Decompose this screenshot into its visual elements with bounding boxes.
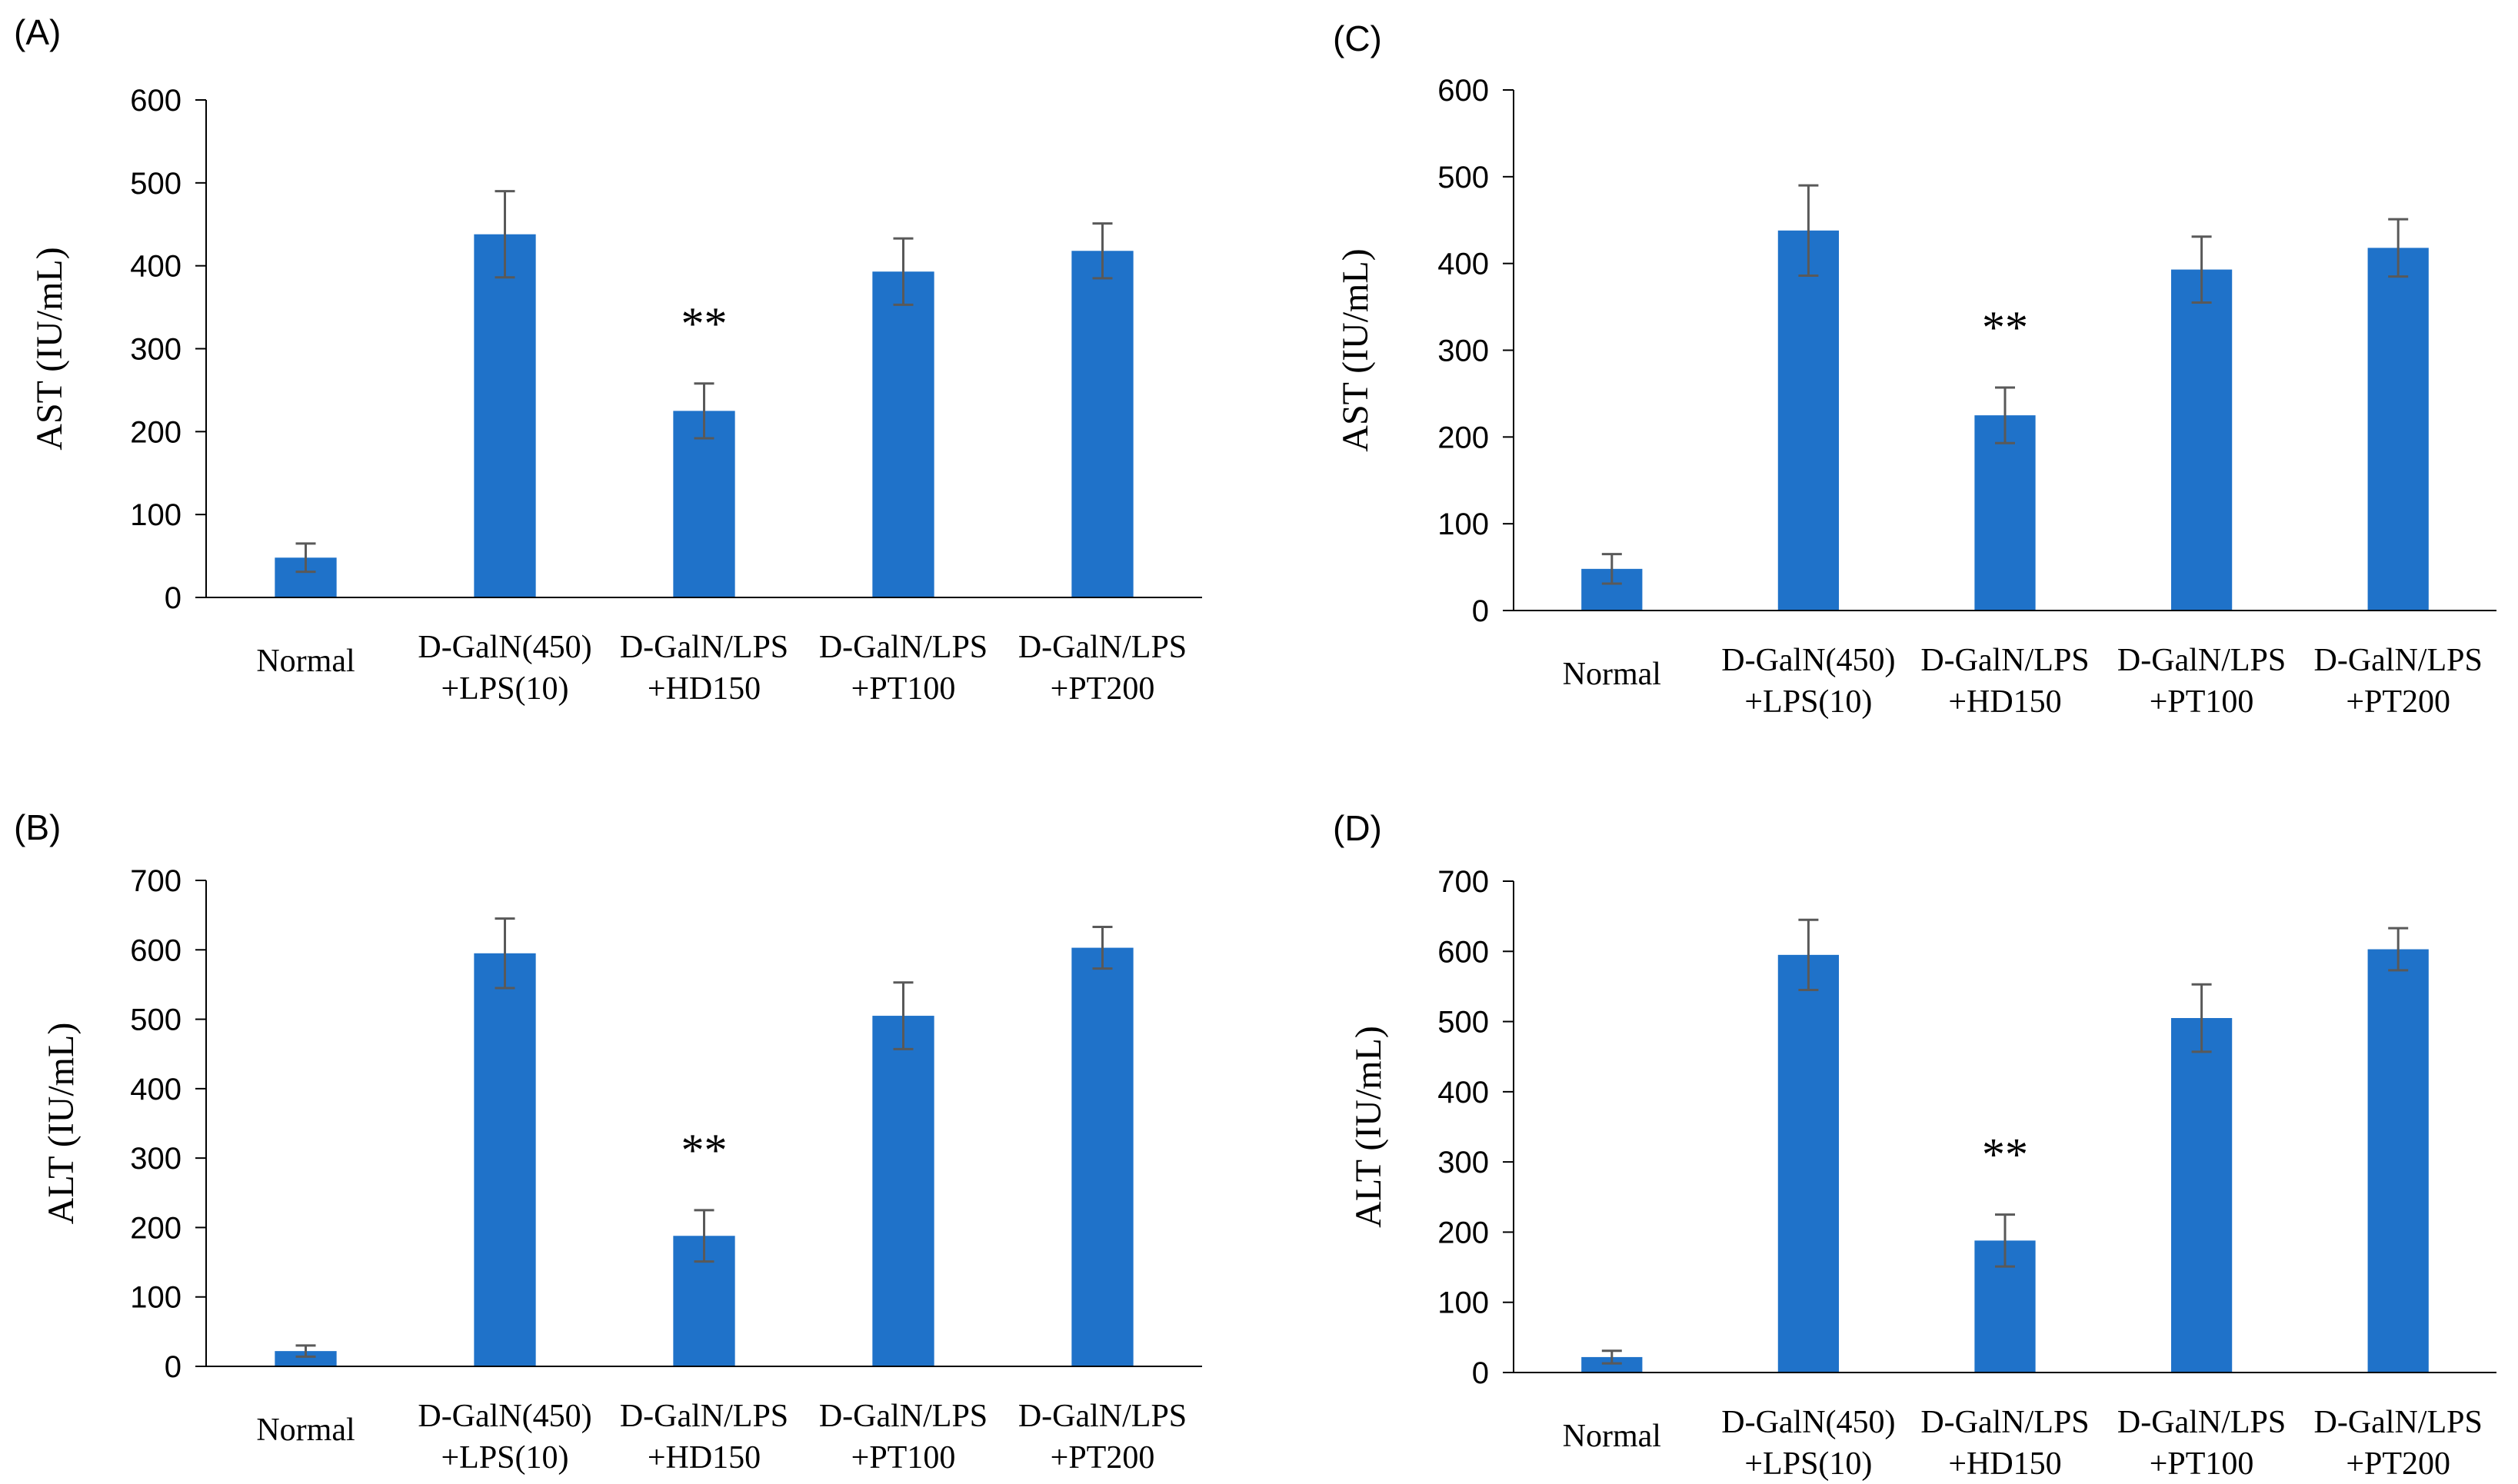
significance-marker: **	[681, 1125, 728, 1176]
x-tick-label: +PT200	[1051, 1440, 1155, 1476]
y-tick-label: 100	[130, 498, 182, 532]
x-tick-label: D-GalN/LPS	[1018, 630, 1187, 665]
y-tick-label: 600	[1437, 74, 1489, 108]
x-tick-label: +LPS(10)	[1744, 1446, 1872, 1482]
x-tick-label: Normal	[256, 644, 355, 679]
y-axis-title: AST (IU/mL)	[29, 247, 70, 450]
x-tick-label: Normal	[1563, 657, 1661, 692]
x-tick-label: +HD150	[648, 1440, 761, 1476]
bar	[1581, 1356, 1643, 1373]
x-tick-label: D-GalN(450)	[418, 1399, 591, 1434]
bar	[872, 1016, 934, 1366]
x-tick-label: D-GalN(450)	[418, 630, 591, 665]
bar	[1071, 251, 1134, 597]
y-tick-label: 600	[130, 933, 182, 967]
y-tick-label: 100	[1437, 507, 1489, 541]
y-tick-label: 200	[130, 415, 182, 449]
y-tick-label: 100	[1437, 1286, 1489, 1320]
y-tick-label: 300	[1437, 1146, 1489, 1180]
y-tick-label: 200	[1437, 1216, 1489, 1249]
y-tick-label: 200	[130, 1211, 182, 1245]
x-tick-label: +PT100	[2150, 684, 2254, 720]
bar	[2367, 248, 2429, 611]
x-tick-label: D-GalN/LPS	[1018, 1399, 1187, 1434]
x-tick-label: D-GalN(450)	[1721, 643, 1895, 678]
y-tick-label: 600	[130, 84, 182, 118]
y-axis-title: ALT (IU/mL)	[41, 1023, 82, 1225]
x-tick-label: D-GalN/LPS	[620, 630, 788, 665]
x-tick-label: D-GalN/LPS	[2117, 1405, 2286, 1440]
bar	[275, 1351, 337, 1366]
panel-a: (A) AST (IU/mL) 0 100 200 300 400 500 600 Normal D…	[14, 12, 1202, 707]
bar	[474, 953, 536, 1366]
x-tick-label: D-GalN/LPS	[1920, 643, 2089, 678]
bar	[474, 234, 536, 597]
x-tick-label: +HD150	[1948, 1446, 2061, 1482]
y-tick-label: 500	[1437, 1006, 1489, 1040]
panel-label: (C)	[1333, 18, 1382, 58]
y-tick-label: 300	[130, 333, 182, 367]
y-axis-title: ALT (IU/mL)	[1348, 1026, 1389, 1228]
bar	[1777, 230, 1840, 611]
bar	[2170, 269, 2233, 611]
y-tick-label: 300	[1437, 334, 1489, 368]
y-tick-label: 500	[130, 1003, 182, 1037]
y-tick-label: 0	[1472, 1356, 1489, 1390]
x-tick-label: +LPS(10)	[441, 671, 568, 707]
y-axis-title: AST (IU/mL)	[1335, 248, 1376, 451]
significance-marker: **	[1982, 1130, 2028, 1180]
x-tick-label: D-GalN/LPS	[819, 630, 988, 665]
x-tick-label: +HD150	[1948, 684, 2061, 720]
x-tick-label: +PT100	[851, 1440, 956, 1476]
bar	[673, 411, 735, 597]
x-tick-label: +PT200	[2346, 684, 2450, 720]
x-tick-label: D-GalN/LPS	[819, 1399, 988, 1434]
y-tick-label: 700	[130, 864, 182, 898]
bar	[872, 271, 934, 597]
panel-label: (B)	[14, 807, 61, 847]
bar	[1777, 954, 1840, 1373]
y-tick-label: 200	[1437, 421, 1489, 454]
bar	[2170, 1018, 2233, 1373]
y-tick-label: 400	[1437, 248, 1489, 281]
significance-marker: **	[1982, 302, 2028, 353]
x-tick-label: D-GalN/LPS	[1920, 1405, 2089, 1440]
panel-d: (D) ALT (IU/mL) 0 100 200 300 400 500 600 700 Norm…	[1333, 808, 2496, 1482]
x-tick-label: +LPS(10)	[441, 1440, 568, 1476]
y-tick-label: 500	[130, 167, 182, 201]
x-tick-label: D-GalN/LPS	[620, 1399, 788, 1434]
panel-c: (C) AST (IU/mL) 0 100 200 300 400 500 600 Normal D…	[1333, 18, 2496, 720]
bar	[2367, 949, 2429, 1373]
y-tick-label: 400	[1437, 1076, 1489, 1110]
y-tick-label: 600	[1437, 935, 1489, 969]
y-tick-label: 100	[130, 1281, 182, 1315]
bar	[1974, 415, 2036, 611]
x-tick-label: +PT200	[1051, 671, 1155, 707]
x-tick-label: +LPS(10)	[1744, 684, 1872, 720]
panel-label: (D)	[1333, 808, 1382, 848]
bar	[1071, 947, 1134, 1366]
y-tick-label: 500	[1437, 161, 1489, 195]
y-tick-label: 400	[130, 250, 182, 284]
significance-marker: **	[681, 298, 728, 349]
x-tick-label: +PT100	[2150, 1446, 2254, 1482]
y-tick-label: 0	[165, 581, 182, 615]
panel-b: (B) ALT (IU/mL) 0 100 200 300 400 500 600 700 Norm…	[14, 807, 1202, 1476]
y-tick-label: 400	[130, 1073, 182, 1106]
x-tick-label: +PT200	[2346, 1446, 2450, 1482]
x-tick-label: D-GalN/LPS	[2314, 1405, 2483, 1440]
x-tick-label: Normal	[256, 1412, 355, 1448]
y-tick-label: 0	[165, 1350, 182, 1384]
x-tick-label: D-GalN/LPS	[2117, 643, 2286, 678]
y-tick-label: 700	[1437, 865, 1489, 899]
x-tick-label: D-GalN/LPS	[2314, 643, 2483, 678]
x-tick-label: +HD150	[648, 671, 761, 707]
x-tick-label: Normal	[1563, 1419, 1661, 1454]
y-tick-label: 300	[130, 1142, 182, 1176]
x-tick-label: +PT100	[851, 671, 956, 707]
x-tick-label: D-GalN(450)	[1721, 1405, 1895, 1440]
y-tick-label: 0	[1472, 594, 1489, 628]
panel-label: (A)	[14, 12, 61, 52]
